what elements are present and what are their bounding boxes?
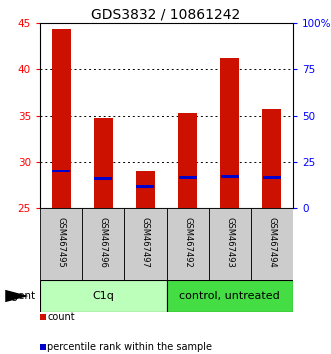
Text: GSM467494: GSM467494 <box>267 217 276 268</box>
Text: C1q: C1q <box>92 291 114 301</box>
Bar <box>82 208 124 280</box>
Bar <box>251 208 293 280</box>
Bar <box>94 177 112 180</box>
Text: GSM467496: GSM467496 <box>99 217 108 268</box>
Bar <box>178 113 197 208</box>
Bar <box>52 29 71 208</box>
Text: GSM467495: GSM467495 <box>57 217 66 268</box>
Bar <box>209 208 251 280</box>
Text: GDS3832 / 10861242: GDS3832 / 10861242 <box>91 8 240 22</box>
Bar <box>136 185 155 188</box>
Polygon shape <box>5 290 28 302</box>
Bar <box>124 208 166 280</box>
Text: agent: agent <box>5 291 35 301</box>
Bar <box>220 58 239 208</box>
Text: GSM467492: GSM467492 <box>183 217 192 268</box>
Bar <box>166 208 209 280</box>
Bar <box>221 175 239 178</box>
Bar <box>262 109 281 208</box>
Bar <box>263 176 281 179</box>
Text: GSM467493: GSM467493 <box>225 217 234 268</box>
Bar <box>178 176 197 179</box>
Bar <box>40 208 82 280</box>
Text: control, untreated: control, untreated <box>179 291 280 301</box>
Bar <box>136 171 155 208</box>
Bar <box>94 118 113 208</box>
Bar <box>52 170 70 172</box>
Bar <box>166 280 293 312</box>
Text: count: count <box>47 312 75 322</box>
Text: GSM467497: GSM467497 <box>141 217 150 268</box>
Bar <box>40 280 166 312</box>
Text: percentile rank within the sample: percentile rank within the sample <box>47 342 212 352</box>
